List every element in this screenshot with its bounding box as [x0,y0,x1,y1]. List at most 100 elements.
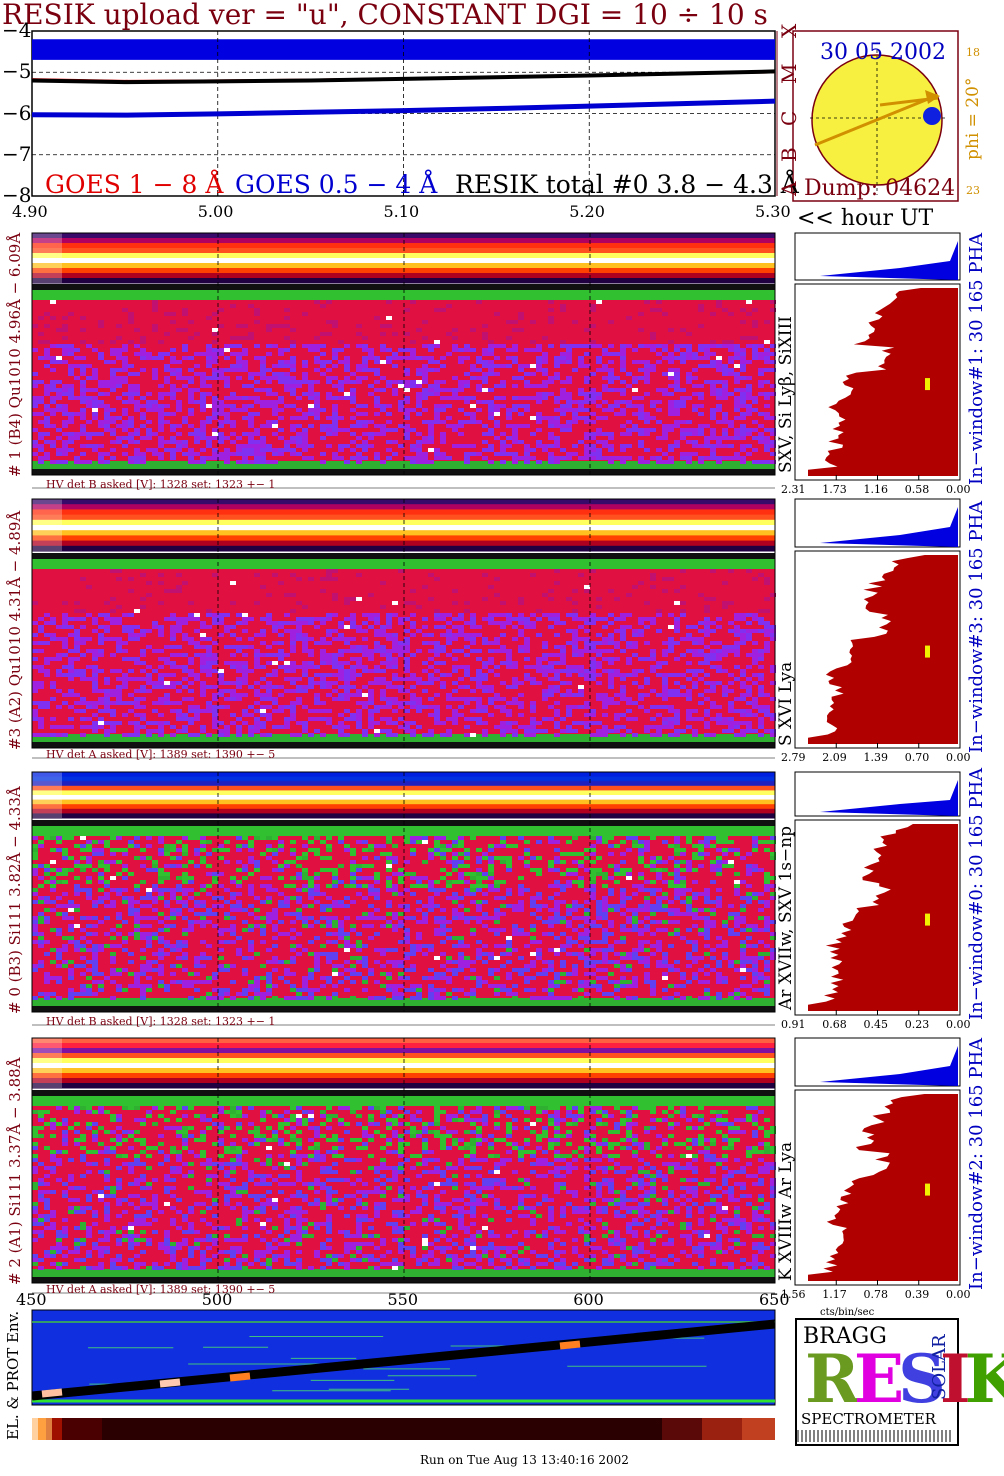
sun-arrow-head [925,90,940,104]
orbit-marker [41,1388,63,1398]
spectrum-band-row [32,233,775,239]
pha-x-tick: 1.16 [863,483,889,496]
orbit-track [31,1319,776,1401]
x-tick-label: 5.30 [755,202,791,221]
series-resik-total-line [31,69,776,85]
pha-window-marker [925,913,930,926]
spectrum-band-row [32,772,775,778]
pha-x-tick: 1.17 [822,1288,847,1301]
series-goes-05-4-line [31,98,776,118]
hv-status-text: HV det B asked [V]: 1328 set: 1323 +− 1 [46,1015,276,1028]
y-tick-label: −6 [2,100,32,125]
spectrum-band-row [32,509,775,516]
spectrum-band-row [32,1053,775,1059]
logo-spectrometer: SPECTROMETER [801,1410,936,1428]
pha-x-tick: 0.00 [946,1018,971,1031]
spectrogram-green-edge [32,290,775,300]
spectrogram-edge [32,1006,775,1012]
spectrum-band-row [32,268,775,274]
y-tick-label: −7 [2,141,32,166]
spectrogram-green-edge [32,1096,775,1106]
pha-x-tick: 2.31 [781,483,806,496]
y-tick-label: −5 [2,59,32,84]
env-x-tick: 650 [759,1290,790,1309]
sun-date: 30 05 2002 [820,40,946,65]
spectrum-band-row [32,1063,775,1069]
spectrum-band-row [32,1048,775,1054]
orbit-marker [229,1372,251,1382]
panel-frame [31,771,776,1013]
pha-x-tick: 0.39 [904,1288,930,1301]
spectrogram-edge [32,742,775,748]
intensity-bar-segment [62,1418,102,1440]
pha-x-tick: 0.00 [946,751,971,764]
sun-position-marker [923,107,941,125]
band-start-flash [32,499,62,551]
dump-number: Dump: 04624 [804,176,956,201]
page-title: RESIK upload ver = "u", CONSTANT DGI = 1… [2,0,768,31]
pha-window-label: In−window#1: 30 165 PHA [966,232,987,485]
pha-x-tick: 1.73 [822,483,847,496]
spectrogram-edge [32,469,775,475]
legend-goes-1-8: GOES 1 − 8 Å [45,170,224,199]
env-label: EL. & PROT Env. [4,1310,22,1440]
pha-x-tick: 0.78 [863,1288,889,1301]
flare-class-letter: X [777,23,801,38]
flare-class-letter: C [777,110,801,126]
spectrum-band-row [32,813,775,819]
flare-class-letter: A [777,181,801,196]
pha-top-histogram [820,507,958,547]
spectrogram-edge [32,820,775,826]
spectral-lines-label: Ar XVIIw, SXV 1s−np [776,825,796,1010]
spectrum-band-row [32,799,775,805]
band-start-flash [32,1038,62,1088]
intensity-bar-segment [32,1418,38,1440]
spectrum-band-row [32,238,775,244]
intensity-bar-segment [102,1418,662,1440]
spectrum-band-row [32,530,775,536]
resik-logo: BRAGG RESIK SOLAR SPECTROMETER [795,1318,1004,1446]
pha-x-tick: 0.58 [904,483,930,496]
pha-window-label: In−window#3: 30 165 PHA [966,500,987,753]
x-tick-label: 5.10 [383,202,420,221]
pha-x-tick: 0.68 [822,1018,847,1031]
spectrum-band-row [32,253,775,259]
y-tick-label: −4 [2,18,32,42]
x-tick-label: 5.00 [197,202,234,221]
flare-class-letter: B [777,147,801,162]
hv-status-text: HV det A asked [V]: 1389 set: 1390 +− 5 [46,748,276,761]
spectrum-band-row [32,1068,775,1074]
sun-bottom-num: 23 [966,184,980,197]
intensity-bar-segment [52,1418,62,1440]
panel-frame [31,1037,776,1284]
pha-top-histogram [820,780,958,816]
spectrum-band-row [32,808,775,814]
logo-fine-print [797,1430,953,1442]
logo-solar: SOLAR [929,1334,950,1400]
x-axis-label: << hour UT [797,206,934,231]
spectral-lines-label: S XVI Lya [776,661,796,746]
pha-x-tick: 0.91 [781,1018,806,1031]
hv-status-text: HV det A asked [V]: 1389 set: 1390 +− 5 [46,1283,276,1296]
pha-x-label: cts/bin/sec [820,1307,875,1318]
pha-x-tick: 2.79 [781,751,806,764]
pha-main-histogram [808,555,958,744]
spectrum-band-row [32,514,775,521]
intensity-bar-segment [46,1418,52,1440]
spectrum-band-row [32,525,775,531]
spectrum-band-row [32,545,775,552]
pha-main-histogram [808,288,958,476]
logo-resik: RESIK [805,1340,1004,1418]
spectrum-band-row [32,535,775,542]
spectrogram-green-edge [32,826,775,836]
pha-top-histogram [820,1046,958,1086]
env-x-tick: 600 [573,1290,604,1309]
pha-x-tick: 2.09 [822,751,847,764]
spectral-lines-label: K XVIIIw Ar Lya [776,1141,796,1281]
flare-class-letter: M [777,63,801,84]
pha-window-marker [925,645,930,658]
spectrum-band-row [32,273,775,279]
detector-name-label: # 1 (B4) Qu1010 4.96Å − 6.09Å [6,232,24,477]
